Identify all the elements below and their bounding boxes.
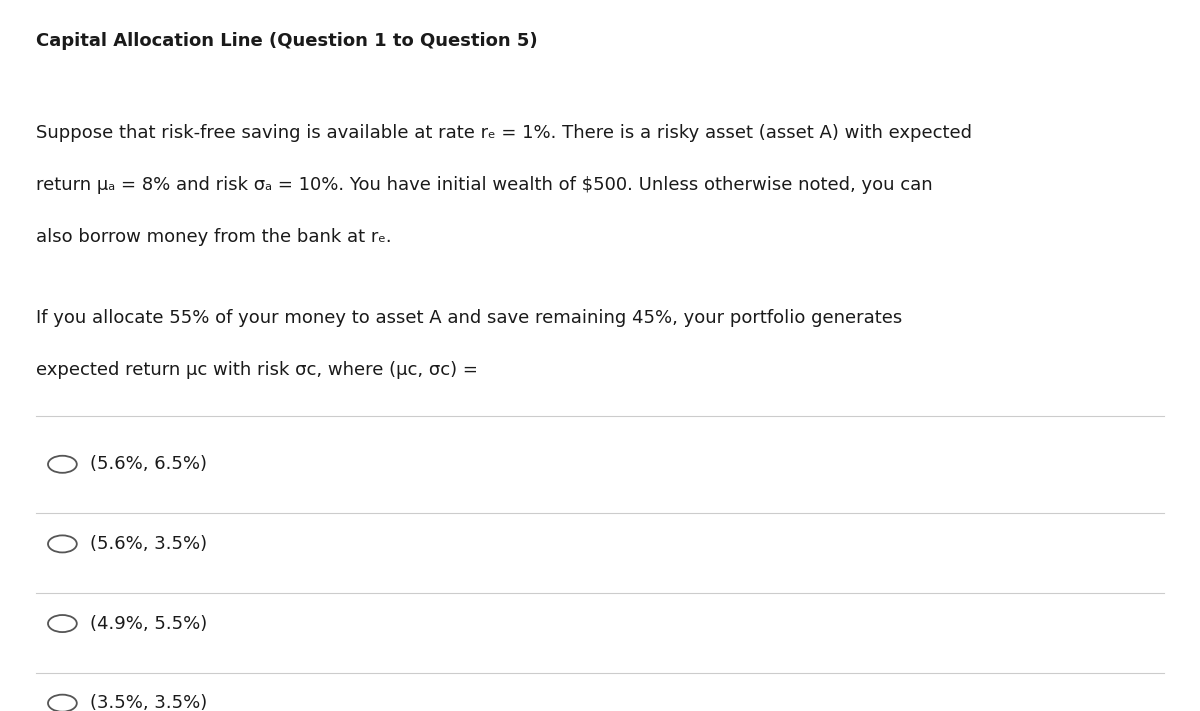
Text: (3.5%, 3.5%): (3.5%, 3.5%) <box>90 694 208 711</box>
Text: expected return μᴄ with risk σᴄ, where (μᴄ, σᴄ) =: expected return μᴄ with risk σᴄ, where (… <box>36 361 478 379</box>
Text: (5.6%, 6.5%): (5.6%, 6.5%) <box>90 455 208 474</box>
Text: return μₐ = 8% and risk σₐ = 10%. You have initial wealth of $500. Unless otherw: return μₐ = 8% and risk σₐ = 10%. You ha… <box>36 176 932 194</box>
Text: Suppose that risk-free saving is available at rate rₑ = 1%. There is a risky ass: Suppose that risk-free saving is availab… <box>36 124 972 142</box>
Text: (4.9%, 5.5%): (4.9%, 5.5%) <box>90 614 208 633</box>
Text: Capital Allocation Line (Question 1 to Question 5): Capital Allocation Line (Question 1 to Q… <box>36 32 538 50</box>
Text: (5.6%, 3.5%): (5.6%, 3.5%) <box>90 535 208 553</box>
Text: also borrow money from the bank at rₑ.: also borrow money from the bank at rₑ. <box>36 228 391 246</box>
Text: If you allocate 55% of your money to asset A and save remaining 45%, your portfo: If you allocate 55% of your money to ass… <box>36 309 902 327</box>
